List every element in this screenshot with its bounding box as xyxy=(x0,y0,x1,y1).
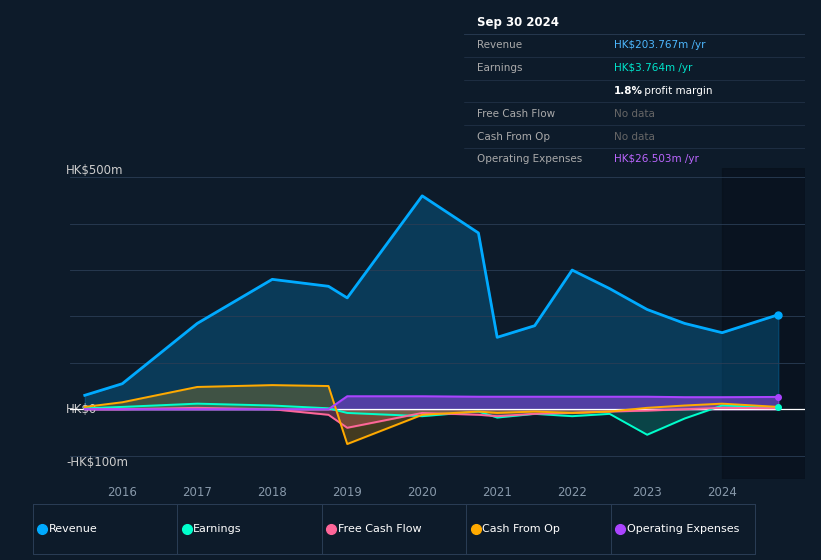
Text: HK$26.503m /yr: HK$26.503m /yr xyxy=(614,155,699,165)
Text: 1.8%: 1.8% xyxy=(614,86,643,96)
Text: Operating Expenses: Operating Expenses xyxy=(626,524,739,534)
Text: Sep 30 2024: Sep 30 2024 xyxy=(478,16,559,29)
Text: Earnings: Earnings xyxy=(478,63,523,73)
Text: -HK$100m: -HK$100m xyxy=(67,456,128,469)
Text: HK$3.764m /yr: HK$3.764m /yr xyxy=(614,63,692,73)
Text: No data: No data xyxy=(614,132,654,142)
Text: Revenue: Revenue xyxy=(48,524,98,534)
Text: profit margin: profit margin xyxy=(641,86,713,96)
Text: HK$500m: HK$500m xyxy=(67,164,124,178)
Text: Operating Expenses: Operating Expenses xyxy=(478,155,583,165)
Text: Free Cash Flow: Free Cash Flow xyxy=(337,524,421,534)
Text: HK$203.767m /yr: HK$203.767m /yr xyxy=(614,40,705,50)
Text: Revenue: Revenue xyxy=(478,40,523,50)
Text: Free Cash Flow: Free Cash Flow xyxy=(478,109,556,119)
Bar xyxy=(722,168,805,479)
Text: Cash From Op: Cash From Op xyxy=(478,132,551,142)
Text: Earnings: Earnings xyxy=(193,524,241,534)
Text: No data: No data xyxy=(614,109,654,119)
Text: Cash From Op: Cash From Op xyxy=(482,524,560,534)
Text: HK$0: HK$0 xyxy=(67,403,98,416)
